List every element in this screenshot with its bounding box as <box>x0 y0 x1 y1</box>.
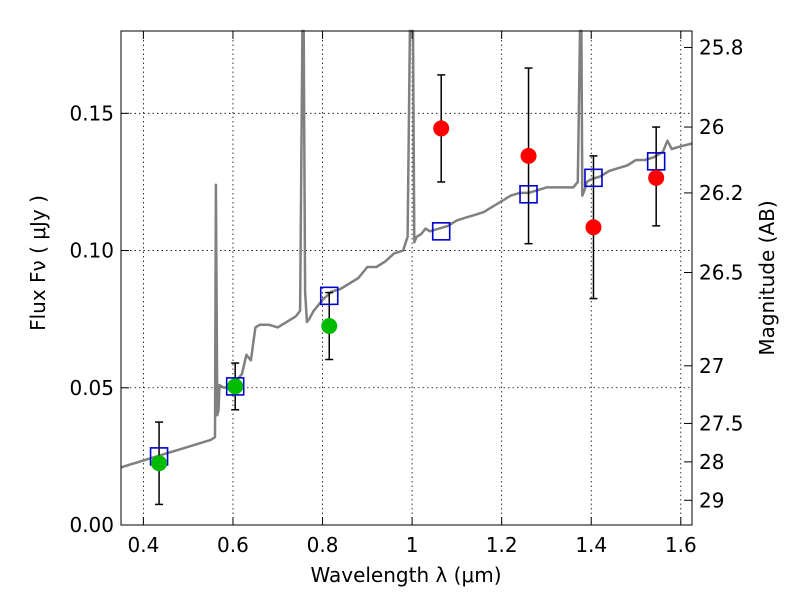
y-axis-ticks: 0.00 0.05 0.10 0.15 <box>69 101 129 537</box>
y-tick-label: 0.15 <box>69 101 114 125</box>
x-tick-label: 1.6 <box>665 533 697 557</box>
data-point <box>520 147 537 164</box>
model-square <box>431 222 451 241</box>
spectrum-line <box>120 29 693 469</box>
x-axis-ticks: 0.4 0.6 0.8 1 1.2 1.4 1.6 <box>127 31 697 557</box>
right-tick-label: 27 <box>699 354 724 378</box>
right-tick-label: 26.2 <box>699 181 744 205</box>
model-square <box>225 377 245 396</box>
x-tick-label: 0.8 <box>307 533 339 557</box>
data-point <box>585 219 602 236</box>
plot-frame <box>120 30 693 526</box>
x-tick-label: 0.4 <box>127 533 159 557</box>
data-point <box>321 318 338 335</box>
data-point <box>648 169 665 186</box>
grid <box>121 31 692 526</box>
data-point <box>433 120 450 137</box>
x-tick-label: 1 <box>406 533 419 557</box>
right-tick-label: 29 <box>699 488 724 512</box>
right-tick-label: 26.5 <box>699 261 744 285</box>
right-tick-label: 25.8 <box>699 35 744 59</box>
x-tick-label: 1.2 <box>486 533 518 557</box>
right-axis-ticks: 25.8 26 26.2 26.5 27 27.5 28 29 <box>684 35 744 512</box>
y-axis-label: Flux Fν ( μJy ) <box>26 195 50 331</box>
right-axis-label: Magnitude (AB) <box>755 200 779 355</box>
x-tick-label: 0.6 <box>217 533 249 557</box>
data-points <box>149 120 666 472</box>
data-point <box>227 378 244 395</box>
model-square <box>319 286 339 306</box>
x-tick-label: 1.4 <box>575 533 607 557</box>
y-tick-label: 0.10 <box>69 239 114 263</box>
data-point <box>151 455 168 472</box>
right-tick-label: 28 <box>699 450 724 474</box>
model-square <box>519 184 538 204</box>
spectrum-line-layer <box>120 29 693 469</box>
model-square <box>584 168 603 188</box>
y-tick-label: 0.00 <box>69 513 114 537</box>
right-tick-label: 26 <box>699 115 724 139</box>
right-tick-label: 27.5 <box>699 411 744 435</box>
x-axis-label: Wavelength λ (μm) <box>310 563 501 587</box>
y-tick-label: 0.05 <box>69 376 114 400</box>
